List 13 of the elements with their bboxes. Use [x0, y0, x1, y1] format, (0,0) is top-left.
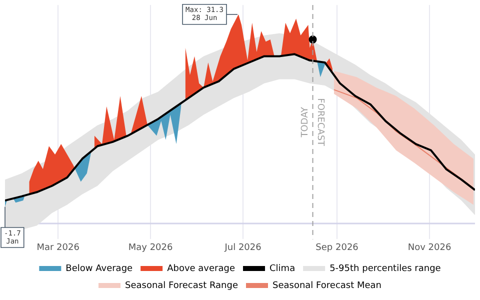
x-tick-label: May 2026 [128, 242, 174, 253]
legend-label: Clima [270, 264, 296, 274]
x-tick-label: Jul 2026 [224, 242, 262, 253]
x-tick-label: Nov 2026 [408, 242, 452, 253]
ref-line-label: TODAY [300, 106, 311, 138]
x-tick-label: Sep 2026 [316, 242, 359, 253]
annotation: FORECAST [314, 98, 325, 147]
legend-label: Seasonal Forecast Mean [272, 280, 382, 291]
legend-label: Above average [167, 264, 236, 274]
x-tick-label: Mar 2026 [36, 242, 80, 253]
legend-label: Below Average [66, 264, 134, 274]
legend-label: Seasonal Forecast Range [124, 280, 238, 291]
legend-label: 5-95th percentiles range [330, 264, 442, 274]
